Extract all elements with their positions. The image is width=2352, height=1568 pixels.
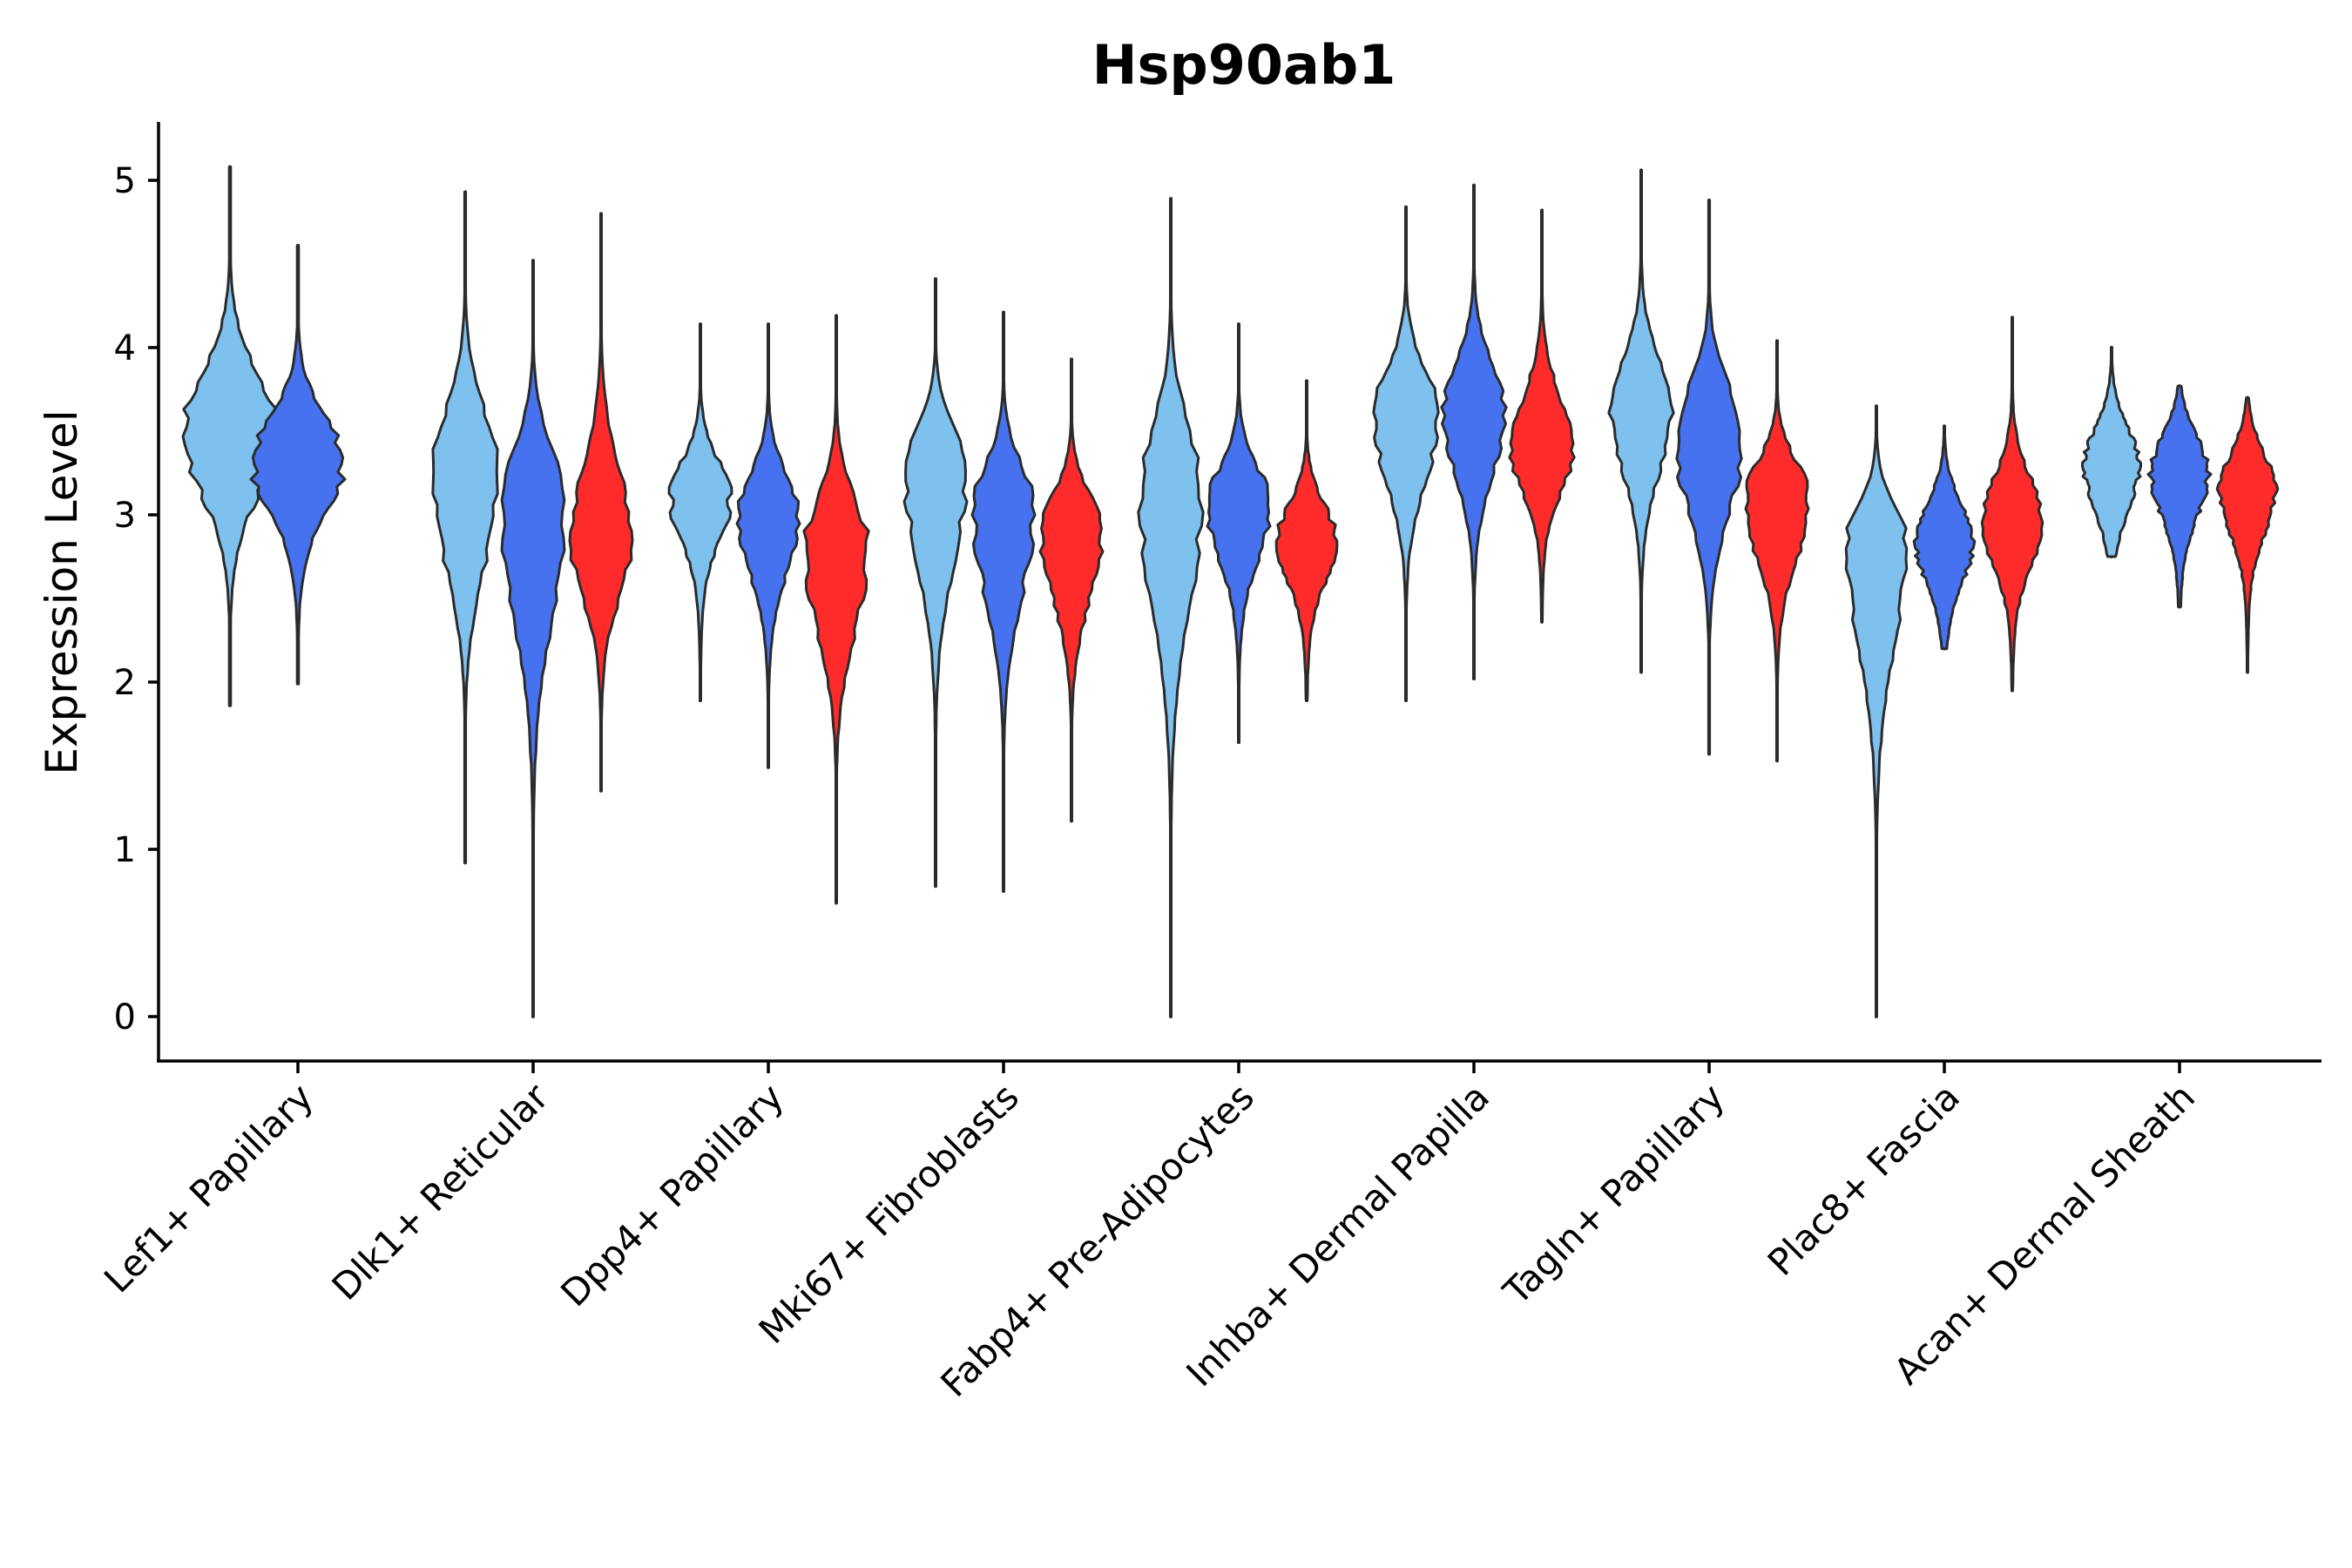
violin-group: [2080, 346, 2280, 674]
violin-group_c: [2215, 396, 2280, 673]
y-tick-label-4: 4: [114, 328, 136, 368]
violin-group_b: [500, 259, 566, 1018]
y-axis-ticks: 0 1 2 3 4 5: [114, 161, 159, 1037]
violin-group_a: [431, 190, 499, 864]
violin-group: [902, 277, 1105, 893]
x-tick-label: Dpp4+ Papillary: [552, 1075, 792, 1315]
y-tick-label-2: 2: [114, 663, 136, 703]
violin-group: [181, 165, 347, 707]
violin-group_b: [1675, 199, 1743, 756]
plot-area: [181, 165, 2280, 1018]
violin-group: [1607, 168, 1810, 763]
violin-group_c: [1744, 339, 1810, 762]
violin-group_b: [970, 311, 1037, 893]
violin-group_b: [1440, 184, 1508, 680]
violin-group: [667, 314, 870, 905]
violin-group_c: [802, 314, 870, 904]
y-tick-label-3: 3: [114, 496, 136, 536]
y-tick-label-1: 1: [114, 830, 136, 870]
violin-group_a: [1372, 206, 1440, 702]
violin-group_b: [1206, 322, 1272, 744]
violin-group_a: [667, 322, 733, 702]
x-tick-label: Tagln+ Papillary: [1495, 1075, 1733, 1313]
violin-group_a: [2080, 346, 2143, 558]
violin-group_c: [1980, 315, 2044, 693]
y-tick-label-5: 5: [114, 161, 136, 201]
violin-group_c: [1274, 379, 1339, 702]
violin-group_b: [2146, 384, 2213, 609]
violin-group: [1372, 183, 1576, 703]
violin-group: [1844, 315, 2044, 1018]
violin-group_a: [902, 277, 969, 888]
violin-group_c: [1038, 357, 1105, 822]
violin-group_b: [1912, 424, 1977, 651]
violin-group: [1137, 197, 1339, 1018]
x-tick-label: Plac8+ Fascia: [1760, 1075, 1968, 1283]
violin-group_c: [1508, 209, 1576, 624]
y-axis-label: Expression Level: [37, 409, 87, 774]
y-tick-label-0: 0: [114, 997, 136, 1037]
violin-group_a: [1844, 404, 1909, 1018]
violin-group: [431, 190, 634, 1018]
violin-group_a: [1137, 197, 1205, 1018]
x-tick-label: Lef1+ Papillary: [96, 1075, 321, 1301]
violin-group_a: [1607, 169, 1675, 673]
violin-group_a: [181, 166, 279, 707]
chart-title: Hsp90ab1: [1092, 33, 1396, 97]
x-tick-label: Mki67+ Fibroblasts: [751, 1075, 1027, 1351]
violin-group_b: [735, 322, 801, 769]
violin-group_b: [249, 244, 347, 686]
x-tick-label: Dlk1+ Reticular: [324, 1075, 558, 1308]
violin-group_c: [568, 212, 634, 793]
